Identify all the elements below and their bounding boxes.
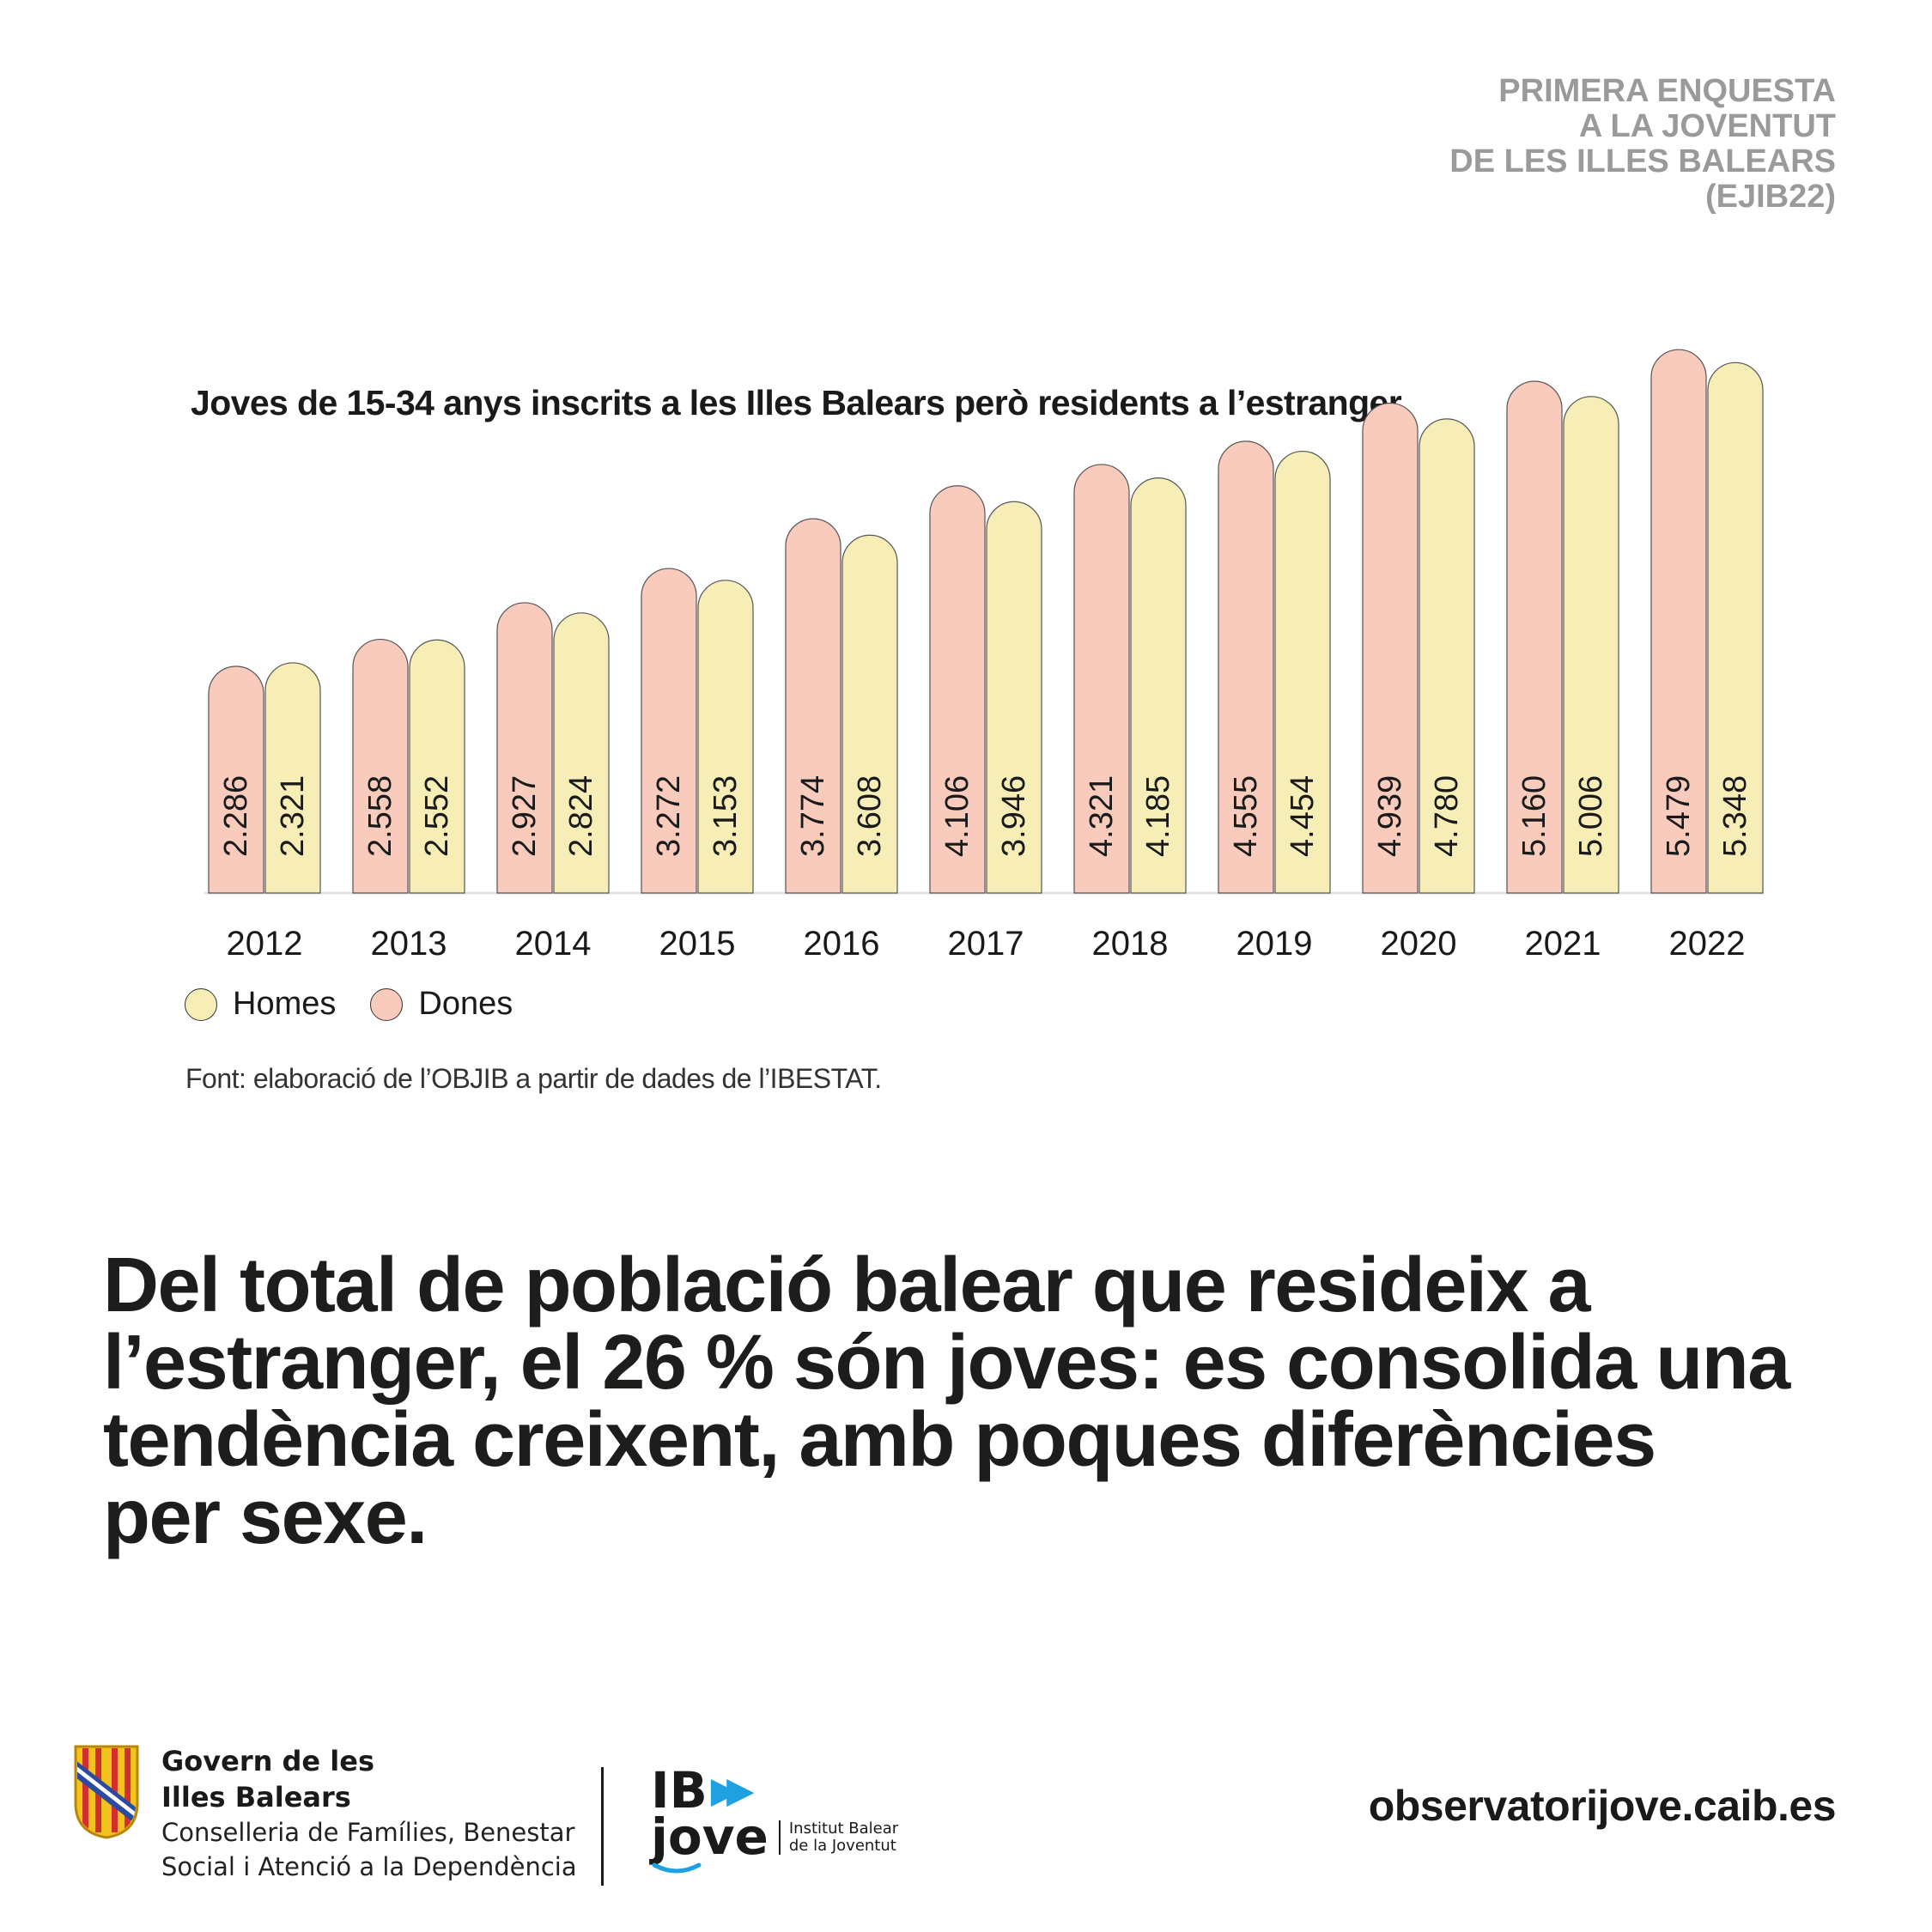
bar-homes-2019 — [1274, 450, 1331, 894]
data-label: 2.927 — [507, 775, 543, 857]
corner-title-line: DE LES ILLES BALEARS — [1449, 143, 1836, 179]
x-tick-label: 2018 — [1092, 925, 1169, 963]
legend-label-dones: Dones — [418, 986, 513, 1022]
smile-icon — [652, 1862, 702, 1874]
bar-chart: 2.286 2.321 2012 2.558 2.552 2013 2.927 2.824 20… — [204, 349, 1764, 963]
data-label: 4.454 — [1285, 775, 1321, 857]
x-tick-label: 2012 — [227, 925, 303, 963]
data-label: 3.946 — [996, 775, 1032, 857]
bar-homes-2022 — [1707, 361, 1764, 894]
bar-homes-2018 — [1130, 477, 1187, 894]
double-arrow-icon: ▶▶ — [710, 1769, 754, 1811]
x-tick-label: 2022 — [1669, 925, 1746, 963]
data-label: 4.780 — [1429, 775, 1465, 857]
corner-title: PRIMERA ENQUESTA A LA JOVENTUT DE LES IL… — [1449, 74, 1836, 215]
data-label: 4.939 — [1372, 775, 1408, 857]
ibjove-subtitle-line: Institut Balear — [788, 1820, 899, 1838]
coat-of-arms-icon — [74, 1745, 139, 1839]
bar-dones-2017 — [929, 485, 986, 894]
government-name-line: Illes Balears — [161, 1781, 351, 1814]
ibjove-logo: IB ▶▶ jove Institut Balear de la Joventu… — [651, 1761, 898, 1875]
bar-homes-2012 — [264, 662, 321, 894]
department-line: Social i Atenció a la Dependència — [161, 1852, 577, 1881]
bar-dones-2015 — [641, 568, 697, 894]
headline-line: Del total de població balear que residei… — [103, 1242, 1591, 1328]
data-label: 2.286 — [218, 775, 254, 857]
data-label: 5.479 — [1661, 775, 1697, 857]
x-tick-label: 2013 — [371, 925, 447, 963]
data-label: 2.321 — [275, 775, 311, 857]
website-link[interactable]: observatorijove.caib.es — [1368, 1782, 1837, 1830]
data-label: 3.153 — [708, 775, 744, 857]
bar-homes-2016 — [841, 534, 898, 894]
data-label: 2.824 — [563, 775, 599, 857]
headline: Del total de població balear que residei… — [103, 1247, 1863, 1556]
bar-dones-2018 — [1073, 464, 1130, 894]
bar-dones-2019 — [1218, 440, 1274, 894]
data-label: 5.348 — [1717, 775, 1753, 857]
department-line: Conselleria de Famílies, Benestar — [161, 1818, 575, 1847]
legend-swatch-homes — [185, 987, 217, 1021]
bar-homes-2020 — [1419, 418, 1475, 894]
bar-dones-2016 — [785, 518, 841, 894]
corner-title-line: (EJIB22) — [1704, 179, 1836, 215]
bar-dones-2021 — [1506, 380, 1563, 894]
data-label: 5.160 — [1516, 775, 1552, 857]
x-tick-label: 2014 — [515, 925, 592, 963]
legend-item-dones: Dones — [370, 986, 513, 1023]
bar-dones-2022 — [1650, 349, 1707, 894]
x-tick-label: 2016 — [804, 925, 880, 963]
ibjove-jove: jove — [651, 1807, 769, 1866]
bar-homes-2017 — [986, 501, 1042, 894]
data-label: 5.006 — [1573, 775, 1609, 857]
x-tick-label: 2017 — [948, 925, 1024, 963]
bar-dones-2014 — [496, 602, 553, 894]
legend-label-homes: Homes — [233, 986, 337, 1022]
headline-line: l’estranger, el 26 % són joves: es conso… — [103, 1320, 1790, 1406]
ibjove-separator — [778, 1820, 781, 1855]
ibjove-ib: IB — [651, 1761, 708, 1820]
government-logo: Govern de les Illes Balears Conselleria … — [72, 1743, 577, 1884]
government-text: Govern de les Illes Balears Conselleria … — [161, 1743, 577, 1884]
legend-swatch-dones — [370, 987, 404, 1021]
data-label: 4.185 — [1140, 775, 1176, 857]
corner-title-line: PRIMERA ENQUESTA — [1498, 73, 1836, 109]
source-note: Font: elaboració de l’OBJIB a partir de … — [185, 1063, 882, 1094]
x-tick-label: 2020 — [1381, 925, 1457, 963]
x-tick-label: 2019 — [1236, 925, 1313, 963]
ibjove-subtitle: Institut Balear de la Joventut — [789, 1820, 898, 1855]
x-tick-label: 2021 — [1525, 925, 1601, 963]
chart-legend: Homes Dones — [185, 986, 547, 1023]
data-label: 3.272 — [651, 775, 687, 857]
headline-line: tendència creixent, amb poques diferènci… — [103, 1397, 1656, 1483]
data-label: 3.608 — [852, 775, 888, 857]
ibjove-mark: IB ▶▶ jove — [651, 1761, 769, 1875]
chart-title: Joves de 15-34 anys inscrits a les Illes… — [191, 383, 1402, 422]
data-label: 4.106 — [939, 775, 975, 857]
bar-dones-2012 — [208, 665, 264, 894]
data-label: 2.558 — [362, 775, 398, 857]
bar-homes-2014 — [553, 612, 610, 894]
corner-title-line: A LA JOVENTUT — [1578, 108, 1836, 144]
footer-divider — [601, 1767, 604, 1886]
ibjove-subtitle-line: de la Joventut — [788, 1837, 896, 1855]
data-label: 4.555 — [1228, 775, 1264, 857]
bar-homes-2015 — [697, 580, 754, 894]
bar-dones-2013 — [352, 638, 409, 894]
data-label: 4.321 — [1084, 775, 1120, 857]
headline-line: per sexe. — [103, 1474, 428, 1560]
bar-dones-2020 — [1362, 402, 1419, 894]
bar-homes-2013 — [409, 639, 465, 894]
x-tick-label: 2015 — [659, 925, 736, 963]
government-name-line: Govern de les — [161, 1745, 374, 1777]
legend-item-homes: Homes — [185, 986, 336, 1023]
data-label: 3.774 — [795, 775, 831, 857]
bar-homes-2021 — [1563, 396, 1619, 894]
data-label: 2.552 — [419, 775, 455, 857]
